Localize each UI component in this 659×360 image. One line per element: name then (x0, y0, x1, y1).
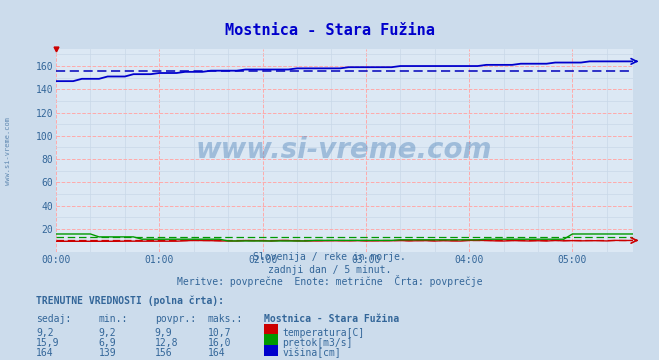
Text: 156: 156 (155, 348, 173, 358)
Text: Slovenija / reke in morje.: Slovenija / reke in morje. (253, 252, 406, 262)
Text: sedaj:: sedaj: (36, 314, 71, 324)
Text: pretok[m3/s]: pretok[m3/s] (282, 338, 353, 348)
Text: 9,2: 9,2 (36, 328, 54, 338)
Text: zadnji dan / 5 minut.: zadnji dan / 5 minut. (268, 265, 391, 275)
Text: maks.:: maks.: (208, 314, 243, 324)
Text: 164: 164 (208, 348, 225, 358)
Text: 15,9: 15,9 (36, 338, 60, 348)
Text: 16,0: 16,0 (208, 338, 231, 348)
Text: www.si-vreme.com: www.si-vreme.com (5, 117, 11, 185)
Text: povpr.:: povpr.: (155, 314, 196, 324)
Text: 139: 139 (99, 348, 117, 358)
Text: 6,9: 6,9 (99, 338, 117, 348)
Text: 12,8: 12,8 (155, 338, 179, 348)
Text: Mostnica - Stara Fužina: Mostnica - Stara Fužina (225, 23, 434, 39)
Text: 164: 164 (36, 348, 54, 358)
Text: min.:: min.: (99, 314, 129, 324)
Text: Mostnica - Stara Fužina: Mostnica - Stara Fužina (264, 314, 399, 324)
Text: višina[cm]: višina[cm] (282, 347, 341, 358)
Text: 9,2: 9,2 (99, 328, 117, 338)
Text: 10,7: 10,7 (208, 328, 231, 338)
Text: TRENUTNE VREDNOSTI (polna črta):: TRENUTNE VREDNOSTI (polna črta): (36, 296, 224, 306)
Text: Meritve: povprečne  Enote: metrične  Črta: povprečje: Meritve: povprečne Enote: metrične Črta:… (177, 275, 482, 287)
Text: temperatura[C]: temperatura[C] (282, 328, 364, 338)
Text: 9,9: 9,9 (155, 328, 173, 338)
Text: www.si-vreme.com: www.si-vreme.com (196, 136, 492, 164)
